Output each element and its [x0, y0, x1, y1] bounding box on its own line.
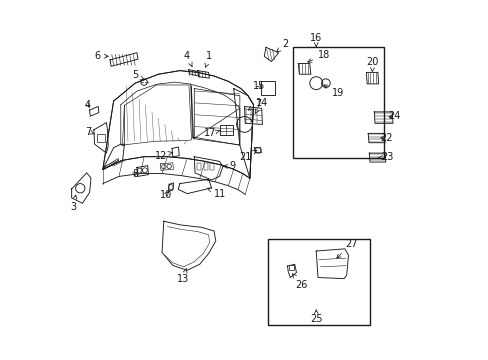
Text: 14: 14	[255, 98, 267, 113]
Bar	[203, 163, 207, 170]
Text: 4: 4	[183, 51, 192, 67]
Text: 7: 7	[85, 127, 94, 136]
Text: 24: 24	[387, 111, 400, 121]
Text: 6: 6	[94, 51, 108, 61]
Text: 4: 4	[84, 100, 90, 110]
Text: 5: 5	[132, 70, 144, 80]
Text: 13: 13	[177, 268, 189, 284]
Text: 10: 10	[159, 190, 171, 200]
Text: 9: 9	[223, 161, 235, 171]
Bar	[97, 134, 104, 142]
Text: 19: 19	[323, 85, 344, 98]
Text: 8: 8	[132, 168, 138, 179]
Bar	[210, 163, 214, 170]
Text: 23: 23	[377, 152, 393, 162]
Bar	[220, 126, 232, 135]
Text: 20: 20	[366, 57, 378, 72]
Text: 11: 11	[207, 188, 226, 199]
Text: 15: 15	[253, 81, 265, 91]
Text: 22: 22	[379, 133, 391, 143]
Text: 18: 18	[307, 50, 329, 62]
Text: 27: 27	[336, 239, 357, 258]
Bar	[260, 81, 274, 95]
Text: 26: 26	[292, 274, 307, 290]
Text: 3: 3	[70, 195, 77, 212]
Text: 21: 21	[239, 150, 256, 162]
Bar	[292, 47, 384, 158]
Text: 25: 25	[309, 310, 322, 324]
Text: 17: 17	[204, 129, 219, 138]
Text: 7: 7	[248, 99, 261, 110]
Bar	[288, 265, 293, 270]
Text: 16: 16	[309, 33, 322, 46]
Bar	[267, 239, 369, 325]
Text: 12: 12	[155, 150, 173, 161]
Text: 1: 1	[204, 51, 212, 67]
Text: 2: 2	[276, 40, 288, 52]
Bar	[197, 163, 201, 170]
